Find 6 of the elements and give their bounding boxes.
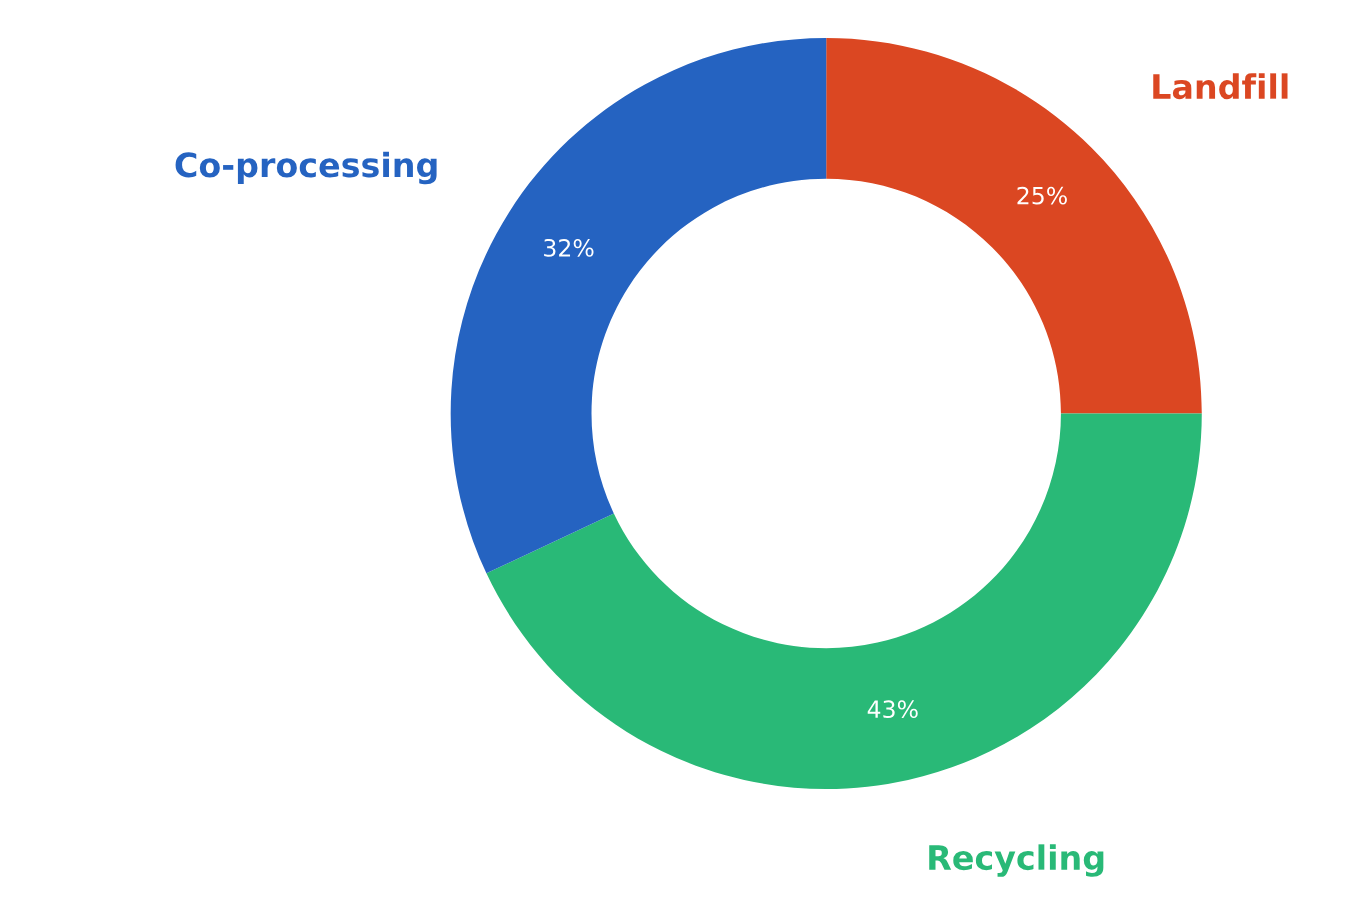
slice-label: Landfill	[1153, 73, 1288, 100]
data-label: 32%	[544, 238, 594, 257]
data-label: 43%	[867, 700, 918, 719]
slice-label: Co-processing	[175, 151, 437, 185]
slice-label: Recycling	[929, 844, 1104, 877]
data-label: 25%	[1017, 186, 1067, 205]
